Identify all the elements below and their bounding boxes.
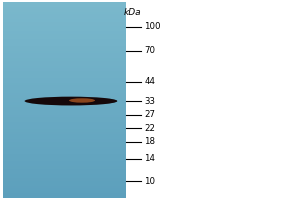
Bar (3, 178, 127, 181)
Bar (3, 147, 127, 149)
Bar (3, 68, 127, 71)
Bar (3, 154, 127, 156)
Bar (3, 117, 127, 120)
Bar (3, 191, 127, 193)
Bar (3, 181, 127, 183)
Bar (3, 100, 127, 102)
Bar (3, 107, 127, 110)
Bar (3, 93, 127, 95)
Bar (3, 188, 127, 191)
Bar (3, 151, 127, 154)
Bar (3, 39, 127, 41)
Bar (3, 193, 127, 196)
Bar (3, 44, 127, 46)
Bar (3, 144, 127, 147)
Bar (3, 53, 127, 56)
Bar (3, 161, 127, 164)
Bar (3, 183, 127, 186)
Bar (3, 22, 127, 24)
Bar (3, 176, 127, 178)
Bar (3, 56, 127, 58)
Bar (3, 78, 127, 80)
Bar (3, 4, 127, 7)
Bar (3, 14, 127, 17)
Bar (3, 139, 127, 142)
Bar (3, 19, 127, 22)
Bar (3, 85, 127, 88)
Bar (3, 31, 127, 34)
Bar (3, 142, 127, 144)
Bar (3, 66, 127, 68)
Bar (3, 171, 127, 173)
Text: 10: 10 (144, 177, 155, 186)
Bar (3, 58, 127, 61)
Bar (3, 88, 127, 90)
Bar (3, 90, 127, 93)
Bar (3, 186, 127, 188)
Ellipse shape (25, 97, 117, 105)
Bar (3, 41, 127, 44)
Bar (3, 120, 127, 122)
Text: 44: 44 (144, 77, 155, 86)
Bar (3, 149, 127, 151)
Bar (3, 46, 127, 49)
Bar (3, 115, 127, 117)
Bar (3, 98, 127, 100)
Bar (3, 24, 127, 26)
Bar (3, 159, 127, 161)
Bar (3, 102, 127, 105)
Bar (3, 73, 127, 75)
Ellipse shape (69, 98, 95, 103)
Bar (3, 63, 127, 66)
Bar (3, 169, 127, 171)
Bar (3, 173, 127, 176)
Bar (3, 134, 127, 137)
Bar (3, 9, 127, 12)
Bar (3, 124, 127, 127)
Bar (3, 61, 127, 63)
Bar (3, 127, 127, 129)
Bar (3, 34, 127, 36)
Bar (3, 137, 127, 139)
Bar (3, 112, 127, 115)
Bar (3, 12, 127, 14)
Bar (3, 75, 127, 78)
Text: 14: 14 (144, 154, 155, 163)
Bar (3, 132, 127, 134)
Bar (3, 164, 127, 166)
Bar (3, 122, 127, 124)
Text: 18: 18 (144, 137, 155, 146)
Ellipse shape (71, 98, 117, 104)
Bar (3, 80, 127, 83)
Bar (3, 26, 127, 29)
Bar (3, 110, 127, 112)
Bar (3, 2, 127, 4)
Bar (3, 29, 127, 31)
Bar (3, 36, 127, 39)
Bar (3, 71, 127, 73)
Bar (3, 196, 127, 198)
Text: 27: 27 (144, 110, 155, 119)
Text: 33: 33 (144, 97, 155, 106)
Bar (3, 83, 127, 85)
Bar (3, 17, 127, 19)
Bar (3, 166, 127, 169)
Text: 22: 22 (144, 124, 155, 133)
Text: 70: 70 (144, 46, 155, 55)
Bar (3, 51, 127, 53)
Bar (3, 156, 127, 159)
Bar (3, 129, 127, 132)
Text: kDa: kDa (124, 8, 141, 17)
Bar (3, 49, 127, 51)
Bar (3, 7, 127, 9)
Bar (3, 105, 127, 107)
Bar (3, 95, 127, 98)
Text: 100: 100 (144, 22, 160, 31)
